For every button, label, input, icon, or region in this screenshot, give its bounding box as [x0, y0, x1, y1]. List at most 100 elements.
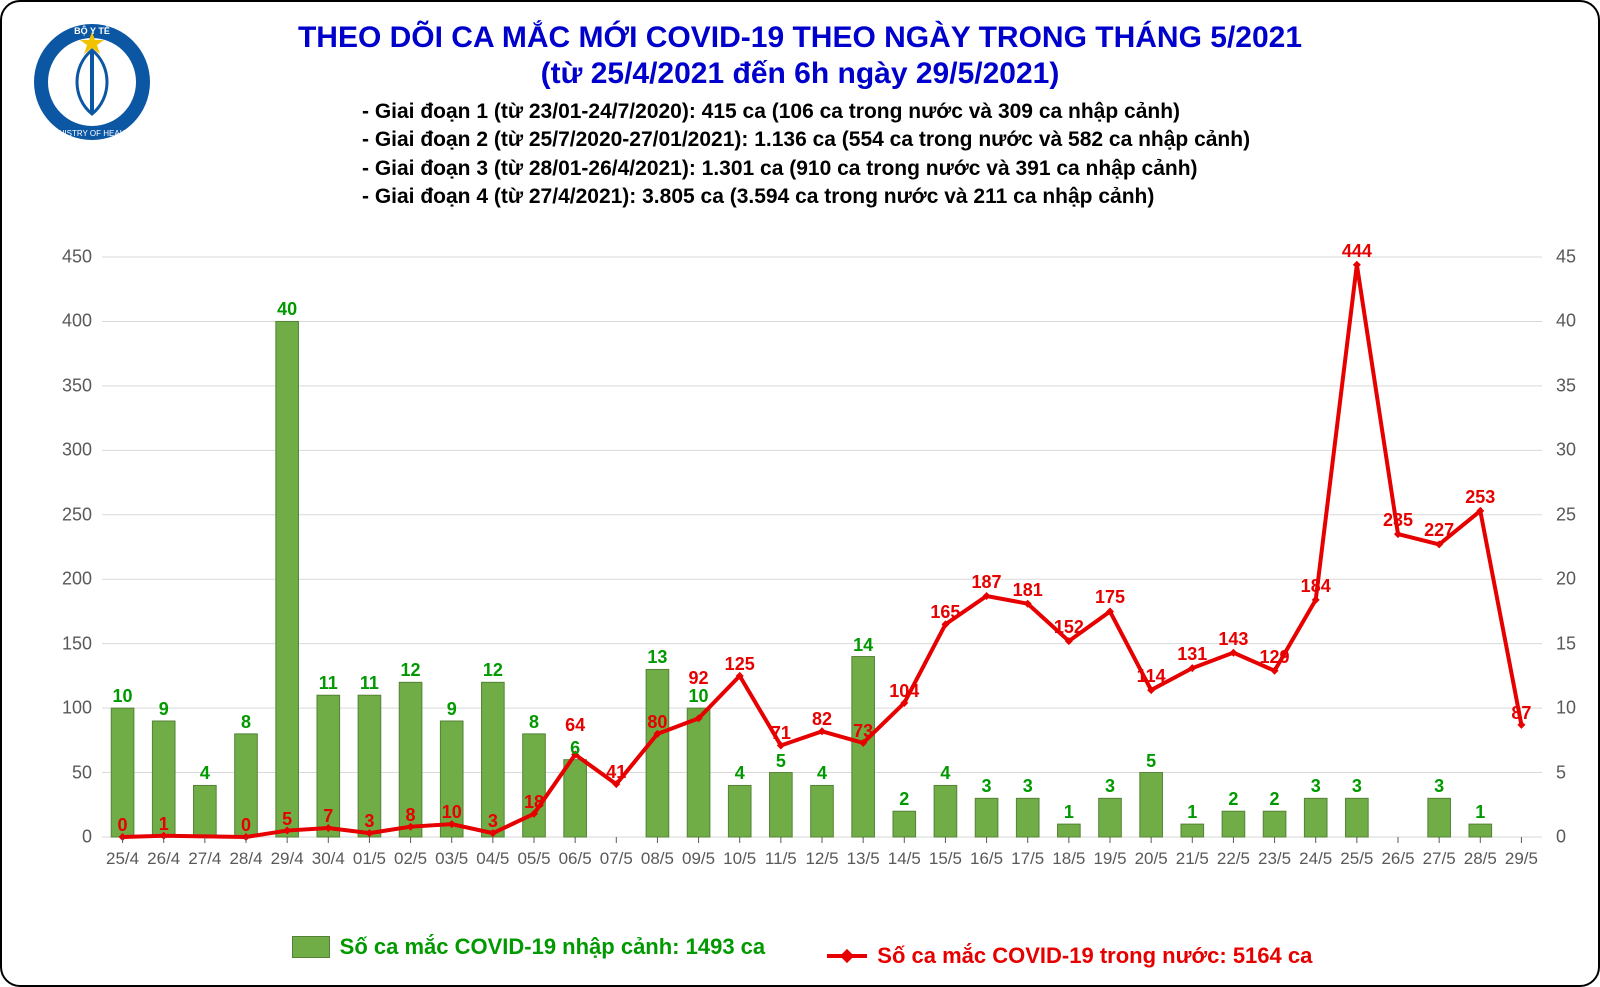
line-value-label: 0 — [118, 815, 128, 836]
x-tick-label: 14/5 — [888, 849, 921, 869]
bar-value-label: 11 — [319, 673, 338, 694]
y-right-tick: 15 — [1556, 633, 1576, 654]
line-value-label: 125 — [725, 654, 755, 675]
bar-value-label: 10 — [113, 686, 133, 707]
y-left-tick: 300 — [32, 440, 92, 461]
bar-value-label: 3 — [1352, 776, 1362, 797]
y-right-tick: 5 — [1556, 762, 1566, 783]
bar-value-label: 1 — [1187, 802, 1197, 823]
line-value-label: 187 — [972, 572, 1002, 593]
x-tick-label: 07/5 — [600, 849, 633, 869]
x-tick-label: 01/5 — [353, 849, 386, 869]
ministry-logo: MINISTRY OF HEALTH BỘ Y TẾ — [32, 22, 152, 147]
y-left-tick: 200 — [32, 569, 92, 590]
line-value-label: 5 — [282, 809, 292, 830]
legend-line-swatch — [827, 954, 867, 958]
x-tick-label: 18/5 — [1052, 849, 1085, 869]
bar — [728, 785, 751, 837]
phase-1: - Giai đoạn 1 (từ 23/01-24/7/2020): 415 … — [362, 98, 1598, 126]
bar-value-label: 3 — [1434, 776, 1444, 797]
title-line2: (từ 25/4/2021 đến 6h ngày 29/5/2021) — [2, 56, 1598, 92]
line-value-label: 73 — [853, 721, 873, 742]
x-tick-label: 29/4 — [271, 849, 304, 869]
phase-3: - Giai đoạn 3 (từ 28/01-26/4/2021): 1.30… — [362, 155, 1598, 183]
phase-notes: - Giai đoạn 1 (từ 23/01-24/7/2020): 415 … — [362, 98, 1598, 211]
bar-value-label: 5 — [776, 751, 786, 772]
bar — [1469, 824, 1492, 837]
bar-value-label: 4 — [735, 763, 745, 784]
bar-value-label: 3 — [1105, 776, 1115, 797]
bar-value-label: 8 — [241, 712, 251, 733]
bar-value-label: 11 — [360, 673, 379, 694]
chart-frame: MINISTRY OF HEALTH BỘ Y TẾ THEO DÕI CA M… — [0, 0, 1600, 987]
svg-text:BỘ Y TẾ: BỘ Y TẾ — [74, 25, 110, 36]
line-value-label: 92 — [689, 668, 709, 689]
y-left-tick: 150 — [32, 633, 92, 654]
bar-value-label: 10 — [689, 686, 709, 707]
bar — [523, 734, 546, 837]
x-tick-label: 15/5 — [929, 849, 962, 869]
line-value-label: 227 — [1424, 520, 1454, 541]
line-value-label: 1 — [159, 814, 169, 835]
legend-bar-swatch — [292, 936, 330, 958]
line-value-label: 184 — [1301, 576, 1331, 597]
line-value-label: 41 — [606, 762, 626, 783]
bar — [1181, 824, 1204, 837]
svg-text:MINISTRY OF HEALTH: MINISTRY OF HEALTH — [50, 129, 135, 138]
x-tick-label: 27/5 — [1423, 849, 1456, 869]
bar — [811, 785, 834, 837]
bar-value-label: 3 — [1311, 776, 1321, 797]
line-value-label: 18 — [524, 792, 544, 813]
bar-value-label: 4 — [817, 763, 827, 784]
phase-4: - Giai đoạn 4 (từ 27/4/2021): 3.805 ca (… — [362, 183, 1598, 211]
bar-value-label: 12 — [483, 660, 503, 681]
legend-bars: Số ca mắc COVID-19 nhập cảnh: 1493 ca — [292, 934, 766, 960]
line-value-label: 71 — [771, 723, 791, 744]
line-value-label: 131 — [1177, 644, 1207, 665]
x-tick-label: 28/4 — [229, 849, 262, 869]
x-tick-label: 05/5 — [517, 849, 550, 869]
bar — [975, 798, 998, 837]
y-left-tick: 450 — [32, 247, 92, 268]
title-line1: THEO DÕI CA MẮC MỚI COVID-19 THEO NGÀY T… — [2, 20, 1598, 56]
bar — [564, 760, 587, 837]
line-value-label: 181 — [1013, 580, 1043, 601]
x-tick-label: 10/5 — [723, 849, 756, 869]
bar — [1016, 798, 1039, 837]
bar — [1304, 798, 1327, 837]
line-marker — [1394, 530, 1402, 538]
x-tick-label: 28/5 — [1464, 849, 1497, 869]
bar-value-label: 14 — [853, 635, 873, 656]
line-value-label: 444 — [1342, 241, 1372, 262]
y-right-tick: 45 — [1556, 247, 1576, 268]
line-value-label: 104 — [889, 681, 919, 702]
bar — [893, 811, 916, 837]
line-value-label: 7 — [323, 806, 333, 827]
legend: Số ca mắc COVID-19 nhập cảnh: 1493 ca Số… — [2, 934, 1600, 969]
x-tick-label: 30/4 — [312, 849, 345, 869]
x-tick-label: 20/5 — [1135, 849, 1168, 869]
legend-bar-label: Số ca mắc COVID-19 nhập cảnh: 1493 ca — [340, 934, 766, 960]
x-tick-label: 03/5 — [435, 849, 468, 869]
y-right-tick: 40 — [1556, 311, 1576, 332]
legend-line-label: Số ca mắc COVID-19 trong nước: 5164 ca — [877, 943, 1312, 969]
y-left-tick: 50 — [32, 762, 92, 783]
bar — [1346, 798, 1369, 837]
x-tick-label: 12/5 — [805, 849, 838, 869]
bar — [1058, 824, 1081, 837]
x-tick-label: 26/4 — [147, 849, 180, 869]
bar-value-label: 4 — [940, 763, 950, 784]
y-left-tick: 400 — [32, 311, 92, 332]
bar-value-label: 2 — [1228, 789, 1238, 810]
x-tick-label: 09/5 — [682, 849, 715, 869]
chart-title: THEO DÕI CA MẮC MỚI COVID-19 THEO NGÀY T… — [2, 2, 1598, 92]
x-tick-label: 19/5 — [1093, 849, 1126, 869]
y-left-tick: 0 — [32, 827, 92, 848]
bar-value-label: 40 — [277, 299, 297, 320]
line-value-label: 3 — [364, 811, 374, 832]
y-left-tick: 100 — [32, 698, 92, 719]
legend-line: Số ca mắc COVID-19 trong nước: 5164 ca — [827, 943, 1312, 969]
line-value-label: 129 — [1260, 647, 1290, 668]
line-value-label: 82 — [812, 709, 832, 730]
bar — [770, 773, 793, 837]
